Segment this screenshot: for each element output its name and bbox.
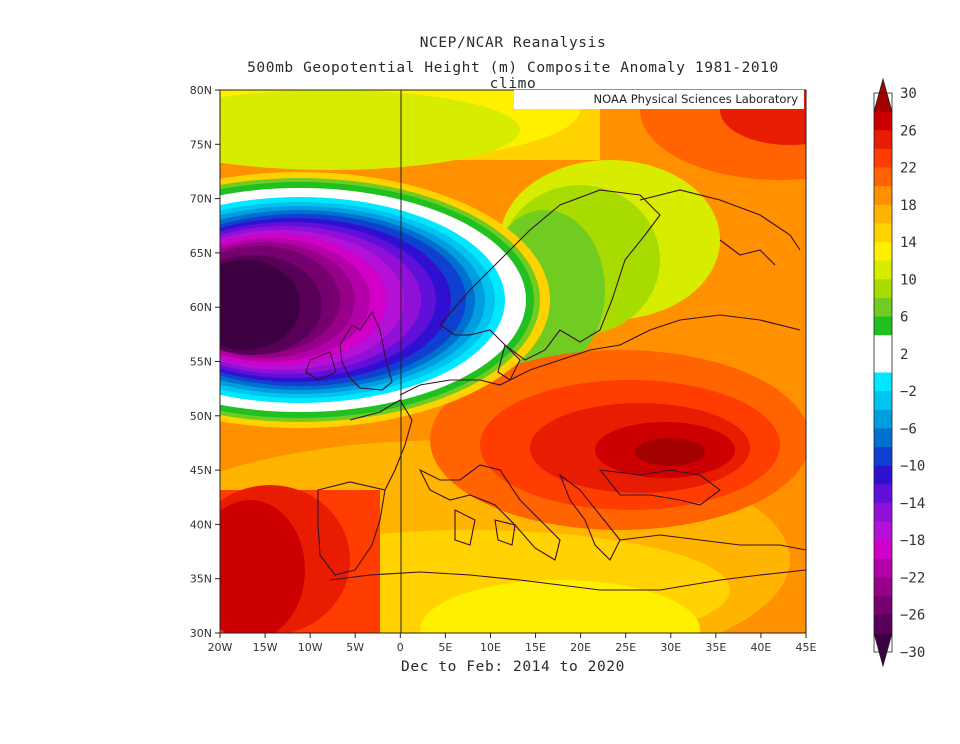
colorbar: 30 26 22 18 14 10 6 2 −2 −6 −10 −14 −18 −22 −26 −30 bbox=[873, 77, 925, 668]
colorbar-swatch bbox=[874, 148, 892, 169]
lon-tick-label: 40E bbox=[750, 641, 771, 654]
lon-tick-label: 5E bbox=[438, 641, 452, 654]
lat-tick-label: 65N bbox=[190, 247, 212, 260]
anomaly-field bbox=[220, 90, 806, 633]
colorbar-swatch bbox=[874, 502, 892, 523]
colorbar-swatch bbox=[874, 540, 892, 560]
colorbar-swatch bbox=[874, 521, 892, 541]
colorbar-swatch bbox=[874, 316, 892, 336]
colorbar-label: 22 bbox=[900, 161, 917, 177]
colorbar-top-arrow bbox=[873, 77, 893, 113]
colorbar-swatch bbox=[874, 391, 892, 411]
colorbar-swatch bbox=[874, 596, 892, 616]
colorbar-label: −6 bbox=[900, 421, 917, 437]
colorbar-label: −30 bbox=[900, 645, 925, 661]
lon-tick-label: 35E bbox=[705, 641, 726, 654]
colorbar-label: −22 bbox=[900, 570, 925, 586]
lat-tick-label: 70N bbox=[190, 193, 212, 206]
colorbar-swatch bbox=[874, 465, 892, 485]
colorbar-label: −26 bbox=[900, 608, 925, 624]
lon-tick-label: 10E bbox=[480, 641, 501, 654]
colorbar-label: 14 bbox=[900, 235, 917, 251]
colorbar-swatch bbox=[874, 447, 892, 467]
colorbar-swatch bbox=[874, 186, 892, 206]
lon-tick-label: 15E bbox=[525, 641, 546, 654]
colorbar-swatch bbox=[874, 428, 892, 448]
lat-tick-label: 50N bbox=[190, 410, 212, 423]
colorbar-swatch bbox=[874, 335, 892, 355]
colorbar-frame bbox=[873, 92, 893, 653]
coastlines bbox=[305, 189, 806, 591]
lat-tick-label: 40N bbox=[190, 518, 212, 531]
lon-tick-label: 5W bbox=[346, 641, 364, 654]
colorbar-label: −10 bbox=[900, 459, 925, 475]
colorbar-label: 18 bbox=[900, 198, 917, 214]
colorbar-swatch bbox=[874, 242, 892, 262]
colorbar-swatch bbox=[874, 484, 892, 504]
colorbar-label: 10 bbox=[900, 272, 917, 288]
colorbar-swatch bbox=[874, 558, 892, 578]
lat-tick-label: 35N bbox=[190, 573, 212, 586]
lon-tick-label: 25E bbox=[615, 641, 636, 654]
colorbar-label: −18 bbox=[900, 533, 925, 549]
lat-tick-label: 75N bbox=[190, 138, 212, 151]
colorbar-label: 26 bbox=[900, 123, 917, 139]
lon-tick-label: 0 bbox=[397, 641, 404, 654]
lon-tick-label: 45E bbox=[796, 641, 817, 654]
lon-tick-label: 20E bbox=[570, 641, 591, 654]
negative-anomaly bbox=[220, 172, 550, 428]
latitude-axis: 80N 75N 70N 65N 60N 55N 50N 45N 40N 35N 30N bbox=[190, 84, 220, 640]
colorbar-swatch bbox=[874, 577, 892, 597]
colorbar-swatch bbox=[874, 279, 892, 299]
colorbar-label: −2 bbox=[900, 384, 917, 400]
colorbar-swatch bbox=[874, 204, 892, 224]
colorbar-label: 6 bbox=[900, 310, 908, 326]
lon-tick-label: 30E bbox=[660, 641, 681, 654]
lat-tick-label: 60N bbox=[190, 301, 212, 314]
lat-tick-label: 55N bbox=[190, 356, 212, 369]
colorbar-label: 30 bbox=[900, 86, 917, 102]
colorbar-swatch bbox=[874, 614, 892, 634]
chart-title: NCEP/NCAR Reanalysis bbox=[419, 35, 607, 51]
colorbar-swatch bbox=[874, 223, 892, 243]
colorbar-swatch bbox=[874, 409, 892, 429]
colorbar-swatch bbox=[874, 167, 892, 187]
colorbar-swatch bbox=[874, 353, 892, 373]
time-range-label: Dec to Feb: 2014 to 2020 bbox=[401, 659, 625, 675]
lat-tick-label: 80N bbox=[190, 84, 212, 97]
lat-tick-label: 30N bbox=[190, 627, 212, 640]
colorbar-swatch bbox=[874, 297, 892, 318]
colorbar-swatch bbox=[874, 372, 892, 392]
colorbar-swatch bbox=[874, 111, 892, 131]
colorbar-bottom-arrow bbox=[873, 632, 893, 668]
credit-label: NOAA Physical Sciences Laboratory bbox=[514, 90, 804, 109]
colorbar-label: 2 bbox=[900, 347, 908, 363]
lon-tick-label: 10W bbox=[298, 641, 323, 654]
lon-tick-label: 20W bbox=[208, 641, 233, 654]
longitude-axis: 20W 15W 10W 5W 0 5E 10E 15E 20E 25E 30E 35E 40E 45E bbox=[208, 633, 817, 654]
lon-tick-label: 15W bbox=[253, 641, 278, 654]
colorbar-label: −14 bbox=[900, 496, 925, 512]
colorbar-swatch bbox=[874, 130, 892, 150]
colorbar-swatch bbox=[874, 260, 892, 280]
lat-tick-label: 45N bbox=[190, 464, 212, 477]
chart-subtitle: 500mb Geopotential Height (m) Composite … bbox=[247, 60, 779, 92]
